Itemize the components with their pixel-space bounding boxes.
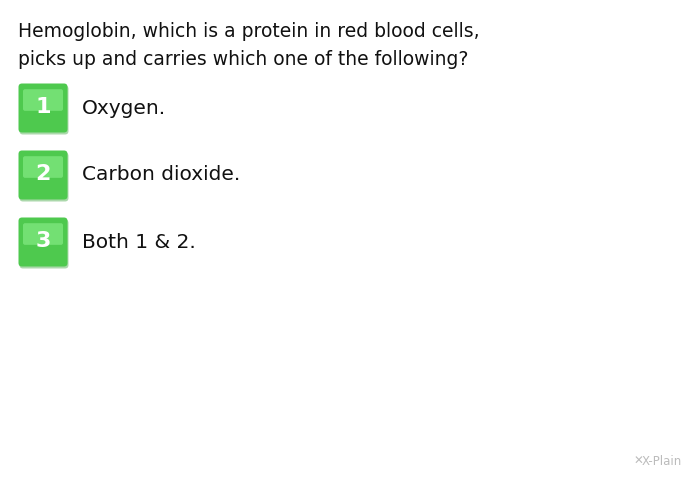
FancyBboxPatch shape [23, 156, 63, 178]
Text: ✕: ✕ [634, 455, 644, 468]
FancyBboxPatch shape [23, 89, 63, 111]
Text: Carbon dioxide.: Carbon dioxide. [82, 166, 240, 184]
FancyBboxPatch shape [18, 151, 67, 200]
FancyBboxPatch shape [23, 223, 63, 245]
FancyBboxPatch shape [20, 219, 69, 268]
Text: X-Plain: X-Plain [642, 455, 682, 468]
Text: Both 1 & 2.: Both 1 & 2. [82, 232, 196, 252]
Text: 1: 1 [35, 97, 50, 117]
Text: Oxygen.: Oxygen. [82, 98, 166, 118]
FancyBboxPatch shape [20, 85, 69, 134]
Text: Hemoglobin, which is a protein in red blood cells,: Hemoglobin, which is a protein in red bl… [18, 22, 480, 41]
FancyBboxPatch shape [18, 84, 67, 132]
Text: 3: 3 [35, 231, 50, 251]
Text: 2: 2 [35, 164, 50, 184]
FancyBboxPatch shape [20, 153, 69, 202]
FancyBboxPatch shape [18, 217, 67, 266]
Text: picks up and carries which one of the following?: picks up and carries which one of the fo… [18, 50, 468, 69]
